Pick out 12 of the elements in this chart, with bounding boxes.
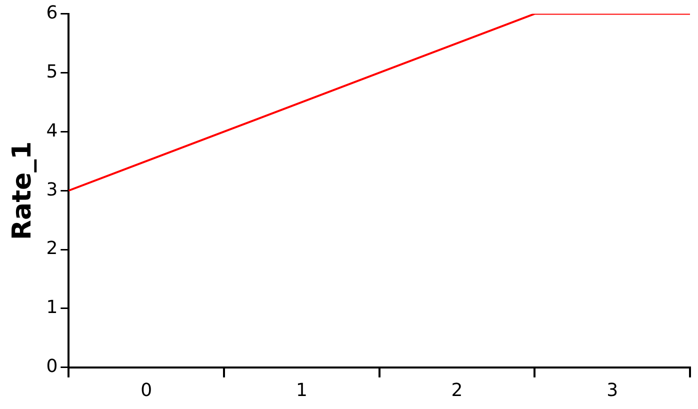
x-tick-label: 3 <box>606 380 618 401</box>
y-tick-label: 1 <box>46 297 58 318</box>
y-tick-label: 4 <box>46 120 58 142</box>
y-tick-label: 5 <box>46 61 58 82</box>
y-tick-label: 3 <box>46 179 58 200</box>
y-tick-label: 0 <box>46 356 58 378</box>
y-axis-title: Rate_1 <box>7 141 38 240</box>
y-tick-label: 2 <box>46 238 58 260</box>
x-tick-label: 1 <box>296 380 308 401</box>
y-tick-label: 6 <box>46 2 58 24</box>
x-tick-label: 2 <box>451 380 463 401</box>
x-tick-label: 0 <box>140 380 152 401</box>
